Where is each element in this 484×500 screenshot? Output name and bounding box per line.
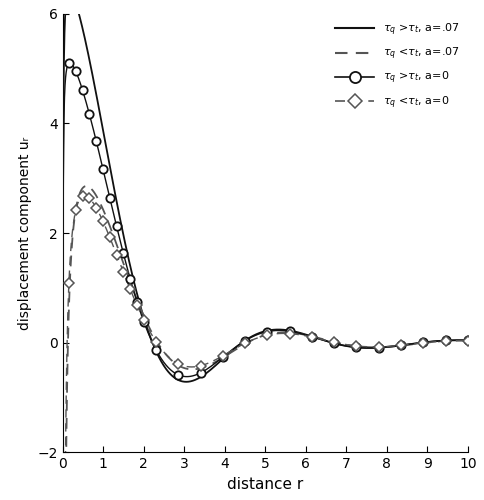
Legend: $\tau_q$ >$\tau_t$, a=.07, $\tau_q$ <$\tau_t$, a=.07, $\tau_q$ >$\tau_t$, a=0, $: $\tau_q$ >$\tau_t$, a=.07, $\tau_q$ <$\t…	[331, 17, 464, 115]
X-axis label: distance r: distance r	[227, 476, 303, 492]
Y-axis label: displacement component uᵣ: displacement component uᵣ	[18, 136, 32, 330]
